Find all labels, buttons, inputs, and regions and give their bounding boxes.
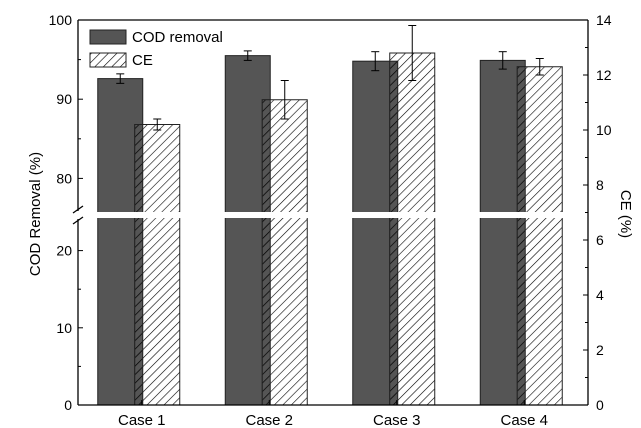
y2-tick-label: 14 — [596, 12, 612, 28]
y2-tick-label: 6 — [596, 232, 604, 248]
y2-axis-label: CE (%) — [617, 190, 634, 238]
y-axis-label: COD Removal (%) — [27, 152, 44, 276]
axis-break-mark — [72, 216, 84, 225]
x-tick-label: Case 3 — [373, 412, 421, 428]
legend-swatch-cod-removal — [89, 29, 127, 45]
y-tick-label: 10 — [56, 320, 72, 336]
y2-tick-label: 12 — [596, 67, 612, 83]
y2-tick-label: 8 — [596, 177, 604, 193]
ticks-layer: Case 1 Case 2 Case 3 Case 4 0 10 20 80 90 100 0 2 4 6… — [49, 12, 612, 428]
legend: COD removal CE — [89, 29, 223, 69]
plot-frame — [72, 19, 589, 406]
y2-tick-label: 0 — [596, 397, 604, 413]
error-bars-layer — [116, 25, 544, 131]
bar-overlap — [261, 99, 271, 406]
y-tick-label: 20 — [56, 243, 72, 259]
legend-label-cod-removal: COD removal — [132, 29, 223, 46]
x-tick-label: Case 4 — [500, 412, 548, 428]
y2-tick-label: 2 — [596, 342, 604, 358]
bar-overlap — [516, 66, 526, 406]
axis-break-band — [79, 212, 587, 218]
x-tick-label: Case 1 — [118, 412, 166, 428]
x-tick-label: Case 2 — [245, 412, 293, 428]
y-tick-label: 100 — [49, 12, 73, 28]
bar-overlap — [134, 124, 144, 406]
y2-tick-label: 10 — [596, 122, 612, 138]
y-tick-label: 80 — [56, 170, 72, 186]
bar-overlap — [389, 60, 399, 406]
y-tick-label: 0 — [64, 397, 72, 413]
y-tick-label: 90 — [56, 91, 72, 107]
axis-break-mark — [72, 205, 84, 214]
bars-layer — [97, 52, 563, 406]
y2-tick-label: 4 — [596, 287, 604, 303]
legend-label-ce: CE — [132, 52, 153, 69]
legend-swatch-ce — [89, 52, 127, 68]
